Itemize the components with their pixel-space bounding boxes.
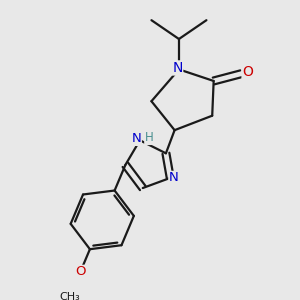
Text: CH₃: CH₃ bbox=[59, 292, 80, 300]
Text: N: N bbox=[172, 61, 183, 75]
Text: O: O bbox=[75, 266, 86, 278]
Text: H: H bbox=[145, 131, 154, 145]
Text: N: N bbox=[131, 132, 141, 145]
Text: O: O bbox=[242, 65, 253, 79]
Text: N: N bbox=[169, 171, 178, 184]
